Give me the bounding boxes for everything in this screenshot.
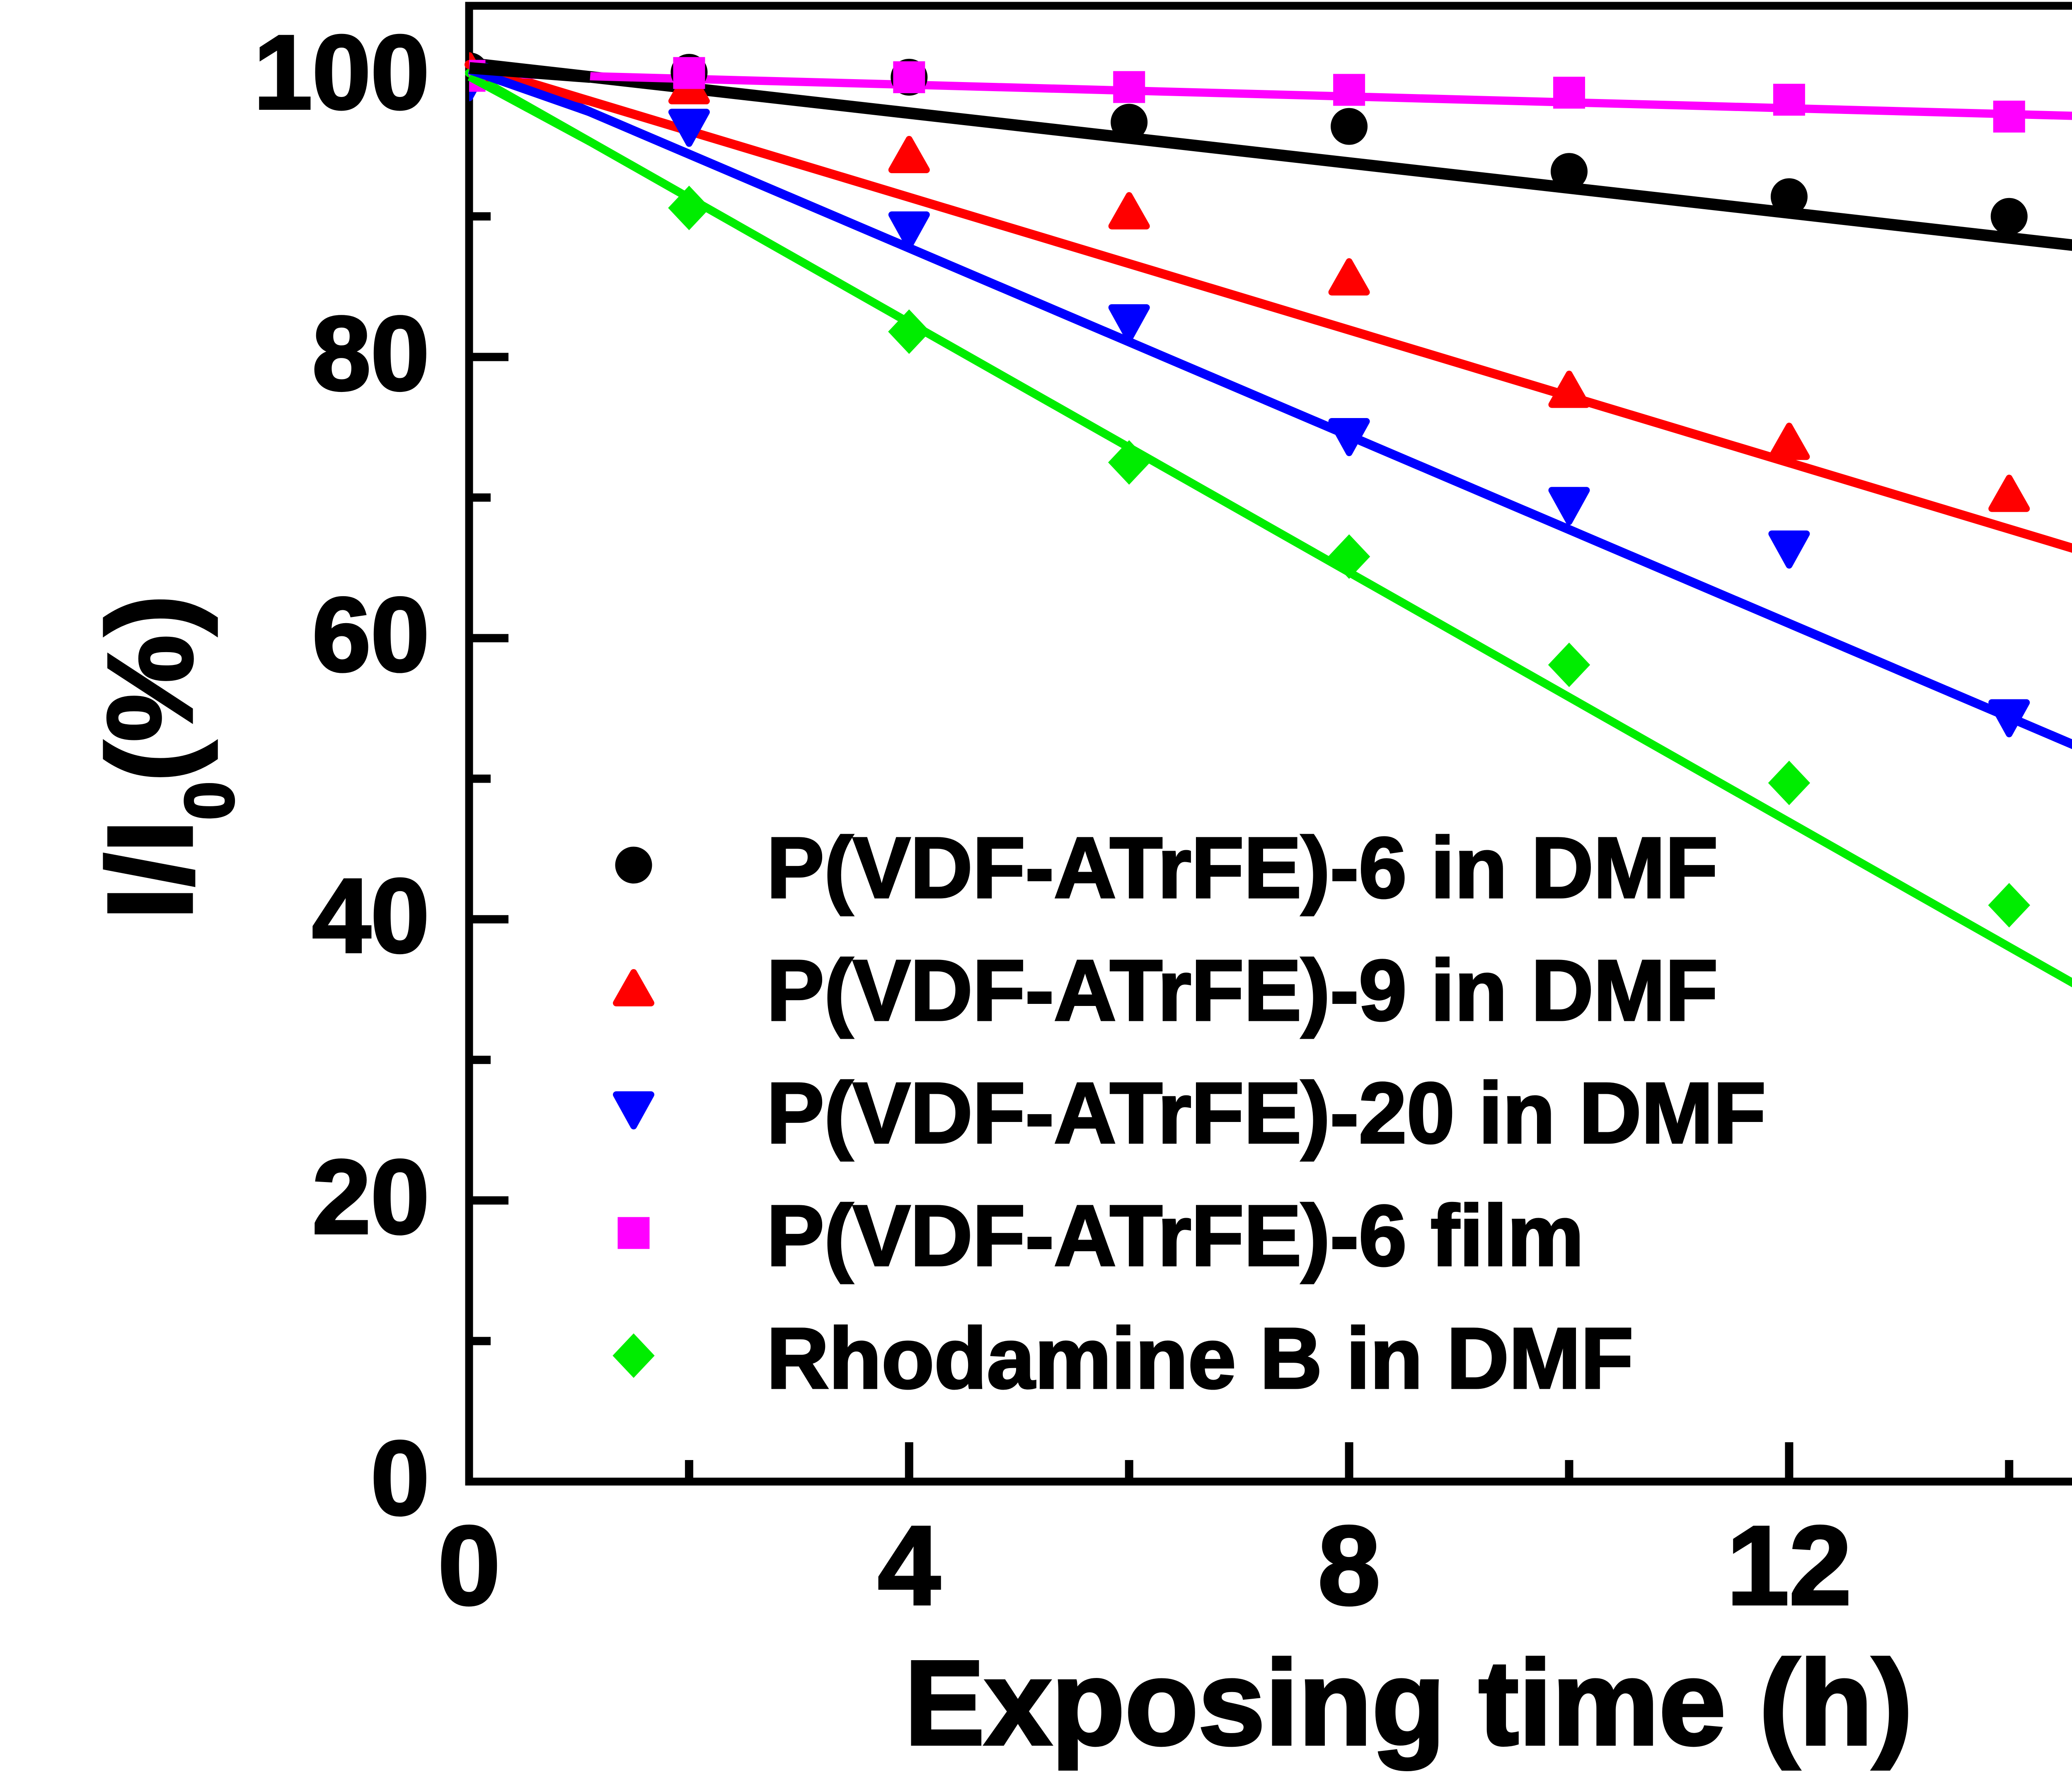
svg-text:60: 60 bbox=[312, 575, 429, 693]
svg-text:Exposing time (h): Exposing time (h) bbox=[905, 1636, 1913, 1770]
svg-text:80: 80 bbox=[312, 295, 429, 412]
svg-text:P(VDF-ATrFE)-20 in DMF: P(VDF-ATrFE)-20 in DMF bbox=[767, 1065, 1766, 1161]
svg-text:0: 0 bbox=[438, 1503, 501, 1628]
svg-text:P(VDF-ATrFE)-9 in DMF: P(VDF-ATrFE)-9 in DMF bbox=[767, 943, 1718, 1039]
svg-text:100: 100 bbox=[254, 13, 429, 131]
svg-text:Rhodamine B in DMF: Rhodamine B in DMF bbox=[767, 1310, 1633, 1407]
svg-text:P(VDF-ATrFE)-6 film: P(VDF-ATrFE)-6 film bbox=[767, 1188, 1584, 1284]
svg-text:4: 4 bbox=[878, 1503, 941, 1628]
svg-text:0: 0 bbox=[371, 1419, 429, 1537]
svg-text:P(VDF-ATrFE)-6 in DMF: P(VDF-ATrFE)-6 in DMF bbox=[767, 820, 1718, 916]
svg-text:20: 20 bbox=[312, 1138, 429, 1255]
svg-text:8: 8 bbox=[1318, 1503, 1380, 1628]
svg-text:12: 12 bbox=[1727, 1503, 1852, 1628]
svg-text:40: 40 bbox=[312, 857, 429, 974]
